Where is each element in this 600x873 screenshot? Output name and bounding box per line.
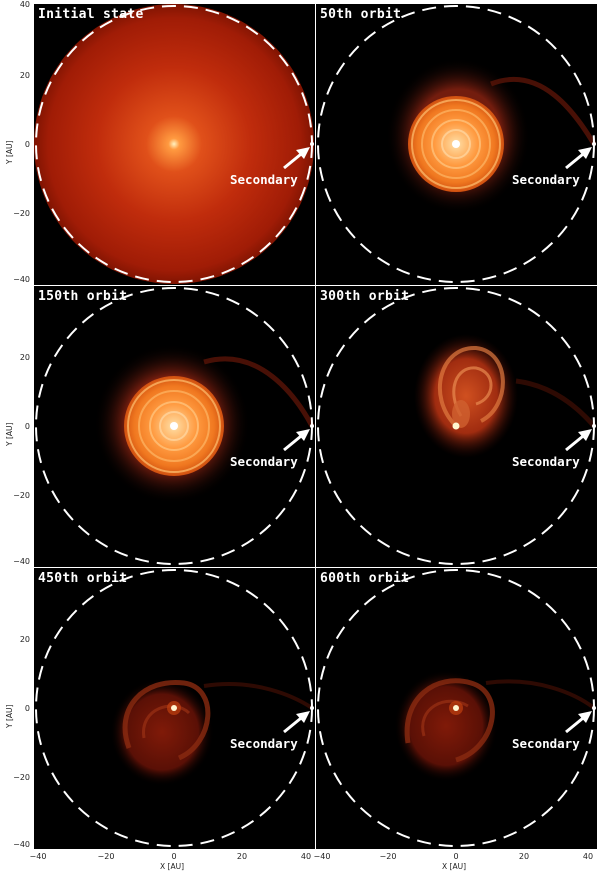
x-tick: 40 <box>300 852 312 861</box>
y-tick: −40 <box>13 275 30 284</box>
secondary-label: Secondary <box>230 454 298 469</box>
spiral-arm <box>421 699 469 737</box>
y-axis-label: Y [AU] <box>5 140 14 164</box>
secondary-marker <box>310 142 314 146</box>
ring <box>149 401 199 451</box>
tidal-stream <box>485 679 596 710</box>
inner-clump <box>452 400 470 428</box>
y-tick: 0 <box>24 704 30 713</box>
y-tick: −20 <box>13 491 30 500</box>
spiral-arm <box>452 366 493 417</box>
secondary-marker <box>592 142 596 146</box>
spiral-arm <box>404 678 495 763</box>
y-tick: 20 <box>19 635 30 644</box>
primary-star <box>452 422 460 430</box>
x-tick: −40 <box>313 852 331 861</box>
x-tick: 20 <box>236 852 248 861</box>
ring <box>127 379 221 473</box>
secondary-marker <box>592 706 596 710</box>
x-tick: −40 <box>29 852 47 861</box>
secondary-label: Secondary <box>230 736 298 751</box>
secondary-label: Secondary <box>230 172 298 187</box>
x-axis-label: X [AU] <box>160 862 184 871</box>
arrowhead-icon <box>578 147 592 159</box>
y-tick: 0 <box>24 140 30 149</box>
x-tick: 20 <box>518 852 530 861</box>
x-axis-label: X [AU] <box>442 862 466 871</box>
y-tick: 0 <box>24 422 30 431</box>
arrowhead-icon <box>578 429 592 441</box>
secondary-marker <box>310 706 314 710</box>
x-tick: −20 <box>97 852 115 861</box>
y-tick: −20 <box>13 773 30 782</box>
primary-star <box>171 705 177 711</box>
y-tick: −20 <box>13 209 30 218</box>
y-tick: 20 <box>19 71 30 80</box>
y-tick: 20 <box>19 353 30 362</box>
spiral-arm <box>122 679 211 761</box>
ring <box>441 129 471 159</box>
panel-title: 150th orbit <box>38 289 128 304</box>
disk-image <box>317 569 596 847</box>
x-tick: 0 <box>453 852 459 861</box>
panel-150th-orbit: 150th orbit Secondary <box>34 286 315 567</box>
initial-disk <box>34 4 314 284</box>
panel-initial-state: Initial state Secondary <box>34 4 315 285</box>
secondary-marker <box>310 424 314 428</box>
y-axis-label: Y [AU] <box>5 704 14 728</box>
x-tick: −20 <box>379 852 397 861</box>
arrowhead-icon <box>578 711 592 723</box>
secondary-marker <box>592 424 596 428</box>
disk-image <box>35 287 315 565</box>
ring <box>431 119 481 169</box>
arrowhead-icon <box>296 429 310 441</box>
panel-title: 600th orbit <box>320 571 410 586</box>
y-tick: −40 <box>13 840 30 849</box>
spiral-disk <box>414 334 518 458</box>
spiral-arm <box>203 356 315 428</box>
panel-300th-orbit: 300th orbit Secondary <box>316 286 597 567</box>
primary-star <box>170 422 178 430</box>
panel-title: 50th orbit <box>320 7 402 22</box>
x-tick: 0 <box>171 852 177 861</box>
arrowhead-icon <box>296 711 310 723</box>
disk-image <box>317 5 597 283</box>
tidal-stream <box>515 378 596 428</box>
secondary-label: Secondary <box>512 736 580 751</box>
panel-title: 450th orbit <box>38 571 128 586</box>
x-tick: 40 <box>582 852 594 861</box>
panel-600th-orbit: 600th orbit Secondary <box>316 568 597 849</box>
disk-image <box>317 287 596 565</box>
ring <box>411 99 501 189</box>
disk-image <box>34 4 314 284</box>
primary-star <box>452 140 460 148</box>
ring <box>421 109 491 179</box>
ring <box>159 411 189 441</box>
secondary-label: Secondary <box>512 172 580 187</box>
ring <box>138 390 210 462</box>
spiral-arm <box>142 704 191 739</box>
y-tick: 40 <box>19 0 30 9</box>
secondary-label: Secondary <box>512 454 580 469</box>
y-tick: −40 <box>13 557 30 566</box>
panel-50th-orbit: 50th orbit Secondary <box>316 4 597 285</box>
spiral-arm <box>490 76 597 146</box>
disk-image <box>35 569 314 847</box>
y-axis-label: Y [AU] <box>5 422 14 446</box>
primary-star <box>453 705 459 711</box>
panel-title: 300th orbit <box>320 289 410 304</box>
spiral-arm <box>438 345 505 428</box>
tidal-stream <box>203 682 314 710</box>
panel-title: Initial state <box>38 7 144 22</box>
faint-disk <box>110 678 214 786</box>
arrowhead-icon <box>296 147 310 159</box>
panel-450th-orbit: 450th orbit Secondary <box>34 568 315 849</box>
